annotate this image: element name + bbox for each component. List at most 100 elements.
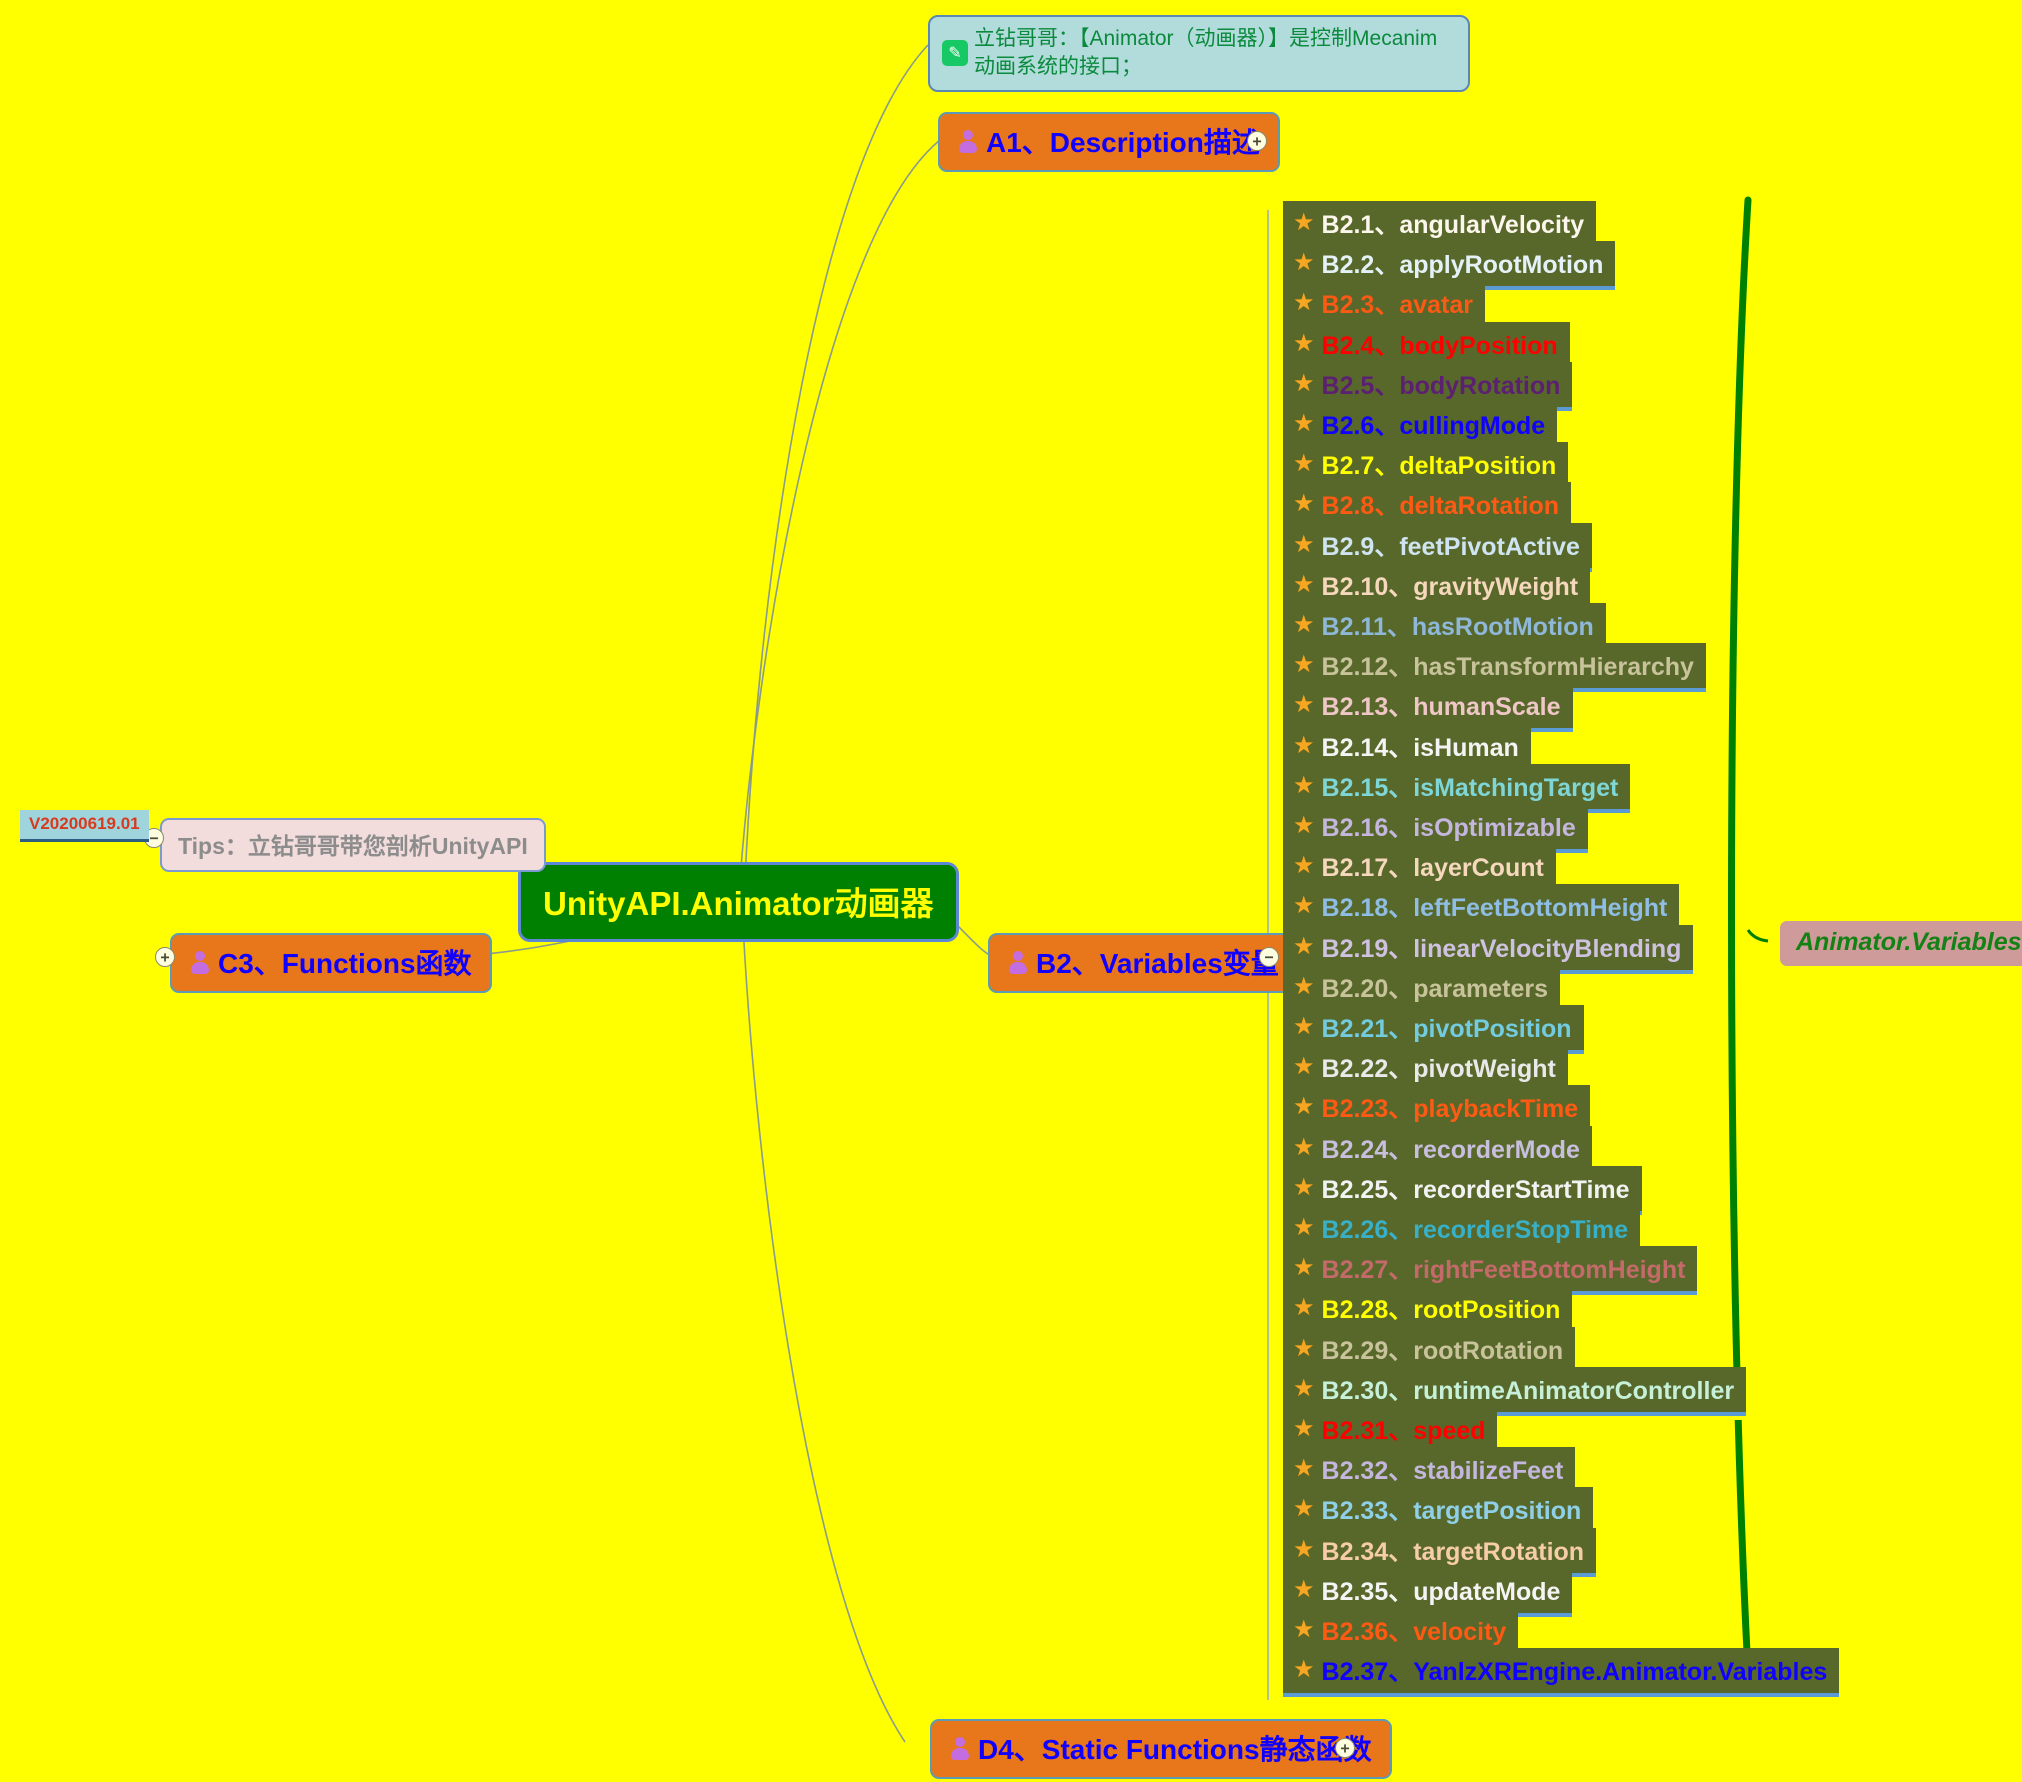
star-icon: ★ bbox=[1293, 1495, 1315, 1523]
person-icon bbox=[958, 129, 978, 153]
variable-item-label: B2.17、layerCount bbox=[1321, 854, 1544, 883]
variable-item[interactable]: ★ B2.37、YanlzXREngine.Animator.Variables bbox=[1283, 1648, 1840, 1698]
star-icon: ★ bbox=[1293, 731, 1315, 759]
root-label: UnityAPI.Animator动画器 bbox=[543, 885, 934, 922]
star-icon: ★ bbox=[1293, 329, 1315, 357]
tips-node[interactable]: Tips：立钻哥哥带您剖析UnityAPI bbox=[160, 818, 546, 872]
variable-item-label: B2.29、rootRotation bbox=[1321, 1336, 1564, 1365]
variable-item-label: B2.23、playbackTime bbox=[1321, 1095, 1579, 1124]
version-chip: V20200619.01 bbox=[20, 810, 149, 842]
star-icon: ★ bbox=[1293, 1374, 1315, 1402]
variable-item-label: B2.37、YanlzXREngine.Animator.Variables bbox=[1321, 1658, 1828, 1687]
star-icon: ★ bbox=[1293, 1133, 1315, 1161]
variable-item-label: B2.35、updateMode bbox=[1321, 1577, 1561, 1606]
star-icon: ★ bbox=[1293, 249, 1315, 277]
variable-item-label: B2.6、cullingMode bbox=[1321, 412, 1546, 440]
variable-item-label: B2.24、recorderMode bbox=[1321, 1135, 1580, 1164]
star-icon: ★ bbox=[1293, 1415, 1315, 1442]
variable-item-label: B2.2、applyRootMotion bbox=[1321, 251, 1604, 280]
star-icon: ★ bbox=[1293, 1173, 1315, 1201]
toggle-c3[interactable]: + bbox=[155, 947, 175, 967]
variable-item-label: B2.33、targetPosition bbox=[1321, 1497, 1582, 1526]
branch-b2-label: B2、Variables变量 bbox=[1036, 948, 1279, 979]
toggle-a1[interactable]: + bbox=[1247, 131, 1267, 151]
star-icon: ★ bbox=[1293, 1013, 1315, 1040]
star-icon: ★ bbox=[1293, 570, 1315, 598]
star-icon: ★ bbox=[1293, 651, 1315, 679]
star-icon: ★ bbox=[1293, 892, 1315, 920]
star-icon: ★ bbox=[1293, 1575, 1315, 1603]
star-icon: ★ bbox=[1293, 611, 1315, 638]
variable-item-label: B2.27、rightFeetBottomHeight bbox=[1321, 1256, 1686, 1285]
star-icon: ★ bbox=[1293, 1616, 1315, 1643]
note-bubble: ✎ 立钻哥哥：【Animator（动画器）】是控制Mecanim动画系统的接口； bbox=[928, 15, 1470, 92]
branch-a1-label: A1、Description描述 bbox=[986, 127, 1260, 158]
person-icon bbox=[950, 1736, 970, 1760]
version-label: V20200619.01 bbox=[29, 814, 140, 833]
variable-item-label: B2.26、recorderStopTime bbox=[1321, 1216, 1629, 1244]
summary-text: Animator.Variables bbox=[1796, 928, 2022, 956]
branch-b2-variables[interactable]: B2、Variables变量 bbox=[988, 933, 1299, 993]
toggle-b2[interactable]: − bbox=[1259, 947, 1279, 967]
branch-c3-functions[interactable]: C3、Functions函数 bbox=[170, 933, 492, 993]
star-icon: ★ bbox=[1293, 209, 1315, 236]
star-icon: ★ bbox=[1293, 369, 1315, 397]
branch-a1-description[interactable]: A1、Description描述 bbox=[938, 112, 1280, 172]
variable-item-label: B2.1、angularVelocity bbox=[1321, 211, 1585, 239]
variable-item-label: B2.3、avatar bbox=[1321, 291, 1473, 320]
toggle-d4[interactable]: + bbox=[1335, 1738, 1355, 1758]
variable-item-label: B2.4、bodyPosition bbox=[1321, 331, 1558, 360]
variable-item[interactable]: ★ B2.30、runtimeAnimatorController bbox=[1283, 1366, 1747, 1416]
root-node[interactable]: UnityAPI.Animator动画器 bbox=[518, 862, 959, 942]
star-icon: ★ bbox=[1293, 1334, 1315, 1362]
variable-item-label: B2.5、bodyRotation bbox=[1321, 371, 1561, 400]
variable-item-label: B2.14、isHuman bbox=[1321, 733, 1519, 762]
variable-item-label: B2.9、feetPivotActive bbox=[1321, 532, 1580, 561]
star-icon: ★ bbox=[1293, 1656, 1315, 1684]
variable-item-label: B2.13、humanScale bbox=[1321, 693, 1561, 722]
star-icon: ★ bbox=[1293, 1455, 1315, 1483]
star-icon: ★ bbox=[1293, 1294, 1315, 1322]
star-icon: ★ bbox=[1293, 289, 1315, 317]
variable-item-label: B2.21、pivotPosition bbox=[1321, 1015, 1572, 1043]
star-icon: ★ bbox=[1293, 1093, 1315, 1121]
star-icon: ★ bbox=[1293, 972, 1315, 1000]
star-icon: ★ bbox=[1293, 450, 1315, 478]
branch-c3-label: C3、Functions函数 bbox=[218, 948, 472, 979]
variable-item-label: B2.8、deltaRotation bbox=[1321, 492, 1560, 521]
star-icon: ★ bbox=[1293, 691, 1315, 719]
variable-item-label: B2.19、linearVelocityBlending bbox=[1321, 934, 1682, 963]
variable-item-label: B2.15、isMatchingTarget bbox=[1321, 773, 1619, 802]
star-icon: ★ bbox=[1293, 771, 1315, 799]
star-icon: ★ bbox=[1293, 1214, 1315, 1241]
star-icon: ★ bbox=[1293, 410, 1315, 437]
toggle-tips[interactable]: − bbox=[144, 828, 164, 848]
note-text: 立钻哥哥：【Animator（动画器）】是控制Mecanim动画系统的接口； bbox=[974, 27, 1438, 79]
star-icon: ★ bbox=[1293, 1053, 1315, 1081]
variable-item-label: B2.31、speed bbox=[1321, 1417, 1486, 1445]
branch-d4-label: D4、Static Functions静态函数 bbox=[978, 1734, 1372, 1765]
star-icon: ★ bbox=[1293, 852, 1315, 880]
variable-item-label: B2.34、targetRotation bbox=[1321, 1537, 1585, 1566]
variable-item-label: B2.25、recorderStartTime bbox=[1321, 1175, 1630, 1204]
variable-item-label: B2.28、rootPosition bbox=[1321, 1296, 1561, 1325]
variable-item-label: B2.30、runtimeAnimatorController bbox=[1321, 1376, 1735, 1405]
variable-item-label: B2.36、velocity bbox=[1321, 1618, 1507, 1646]
variable-item-label: B2.22、pivotWeight bbox=[1321, 1055, 1556, 1084]
variable-item-label: B2.11、hasRootMotion bbox=[1321, 613, 1594, 641]
person-icon bbox=[1008, 950, 1028, 974]
variable-item-label: B2.7、deltaPosition bbox=[1321, 452, 1557, 481]
star-icon: ★ bbox=[1293, 1254, 1315, 1282]
star-icon: ★ bbox=[1293, 1535, 1315, 1563]
variable-item-label: B2.10、gravityWeight bbox=[1321, 572, 1579, 601]
variable-item[interactable]: ★ B2.35、updateMode bbox=[1283, 1567, 1573, 1617]
pencil-icon: ✎ bbox=[942, 40, 968, 67]
variable-item-label: B2.18、leftFeetBottomHeight bbox=[1321, 894, 1668, 923]
variable-item-label: B2.20、parameters bbox=[1321, 974, 1549, 1003]
star-icon: ★ bbox=[1293, 932, 1315, 960]
star-icon: ★ bbox=[1293, 812, 1315, 839]
star-icon: ★ bbox=[1293, 490, 1315, 518]
branch-d4-static-functions[interactable]: D4、Static Functions静态函数 bbox=[930, 1719, 1392, 1779]
